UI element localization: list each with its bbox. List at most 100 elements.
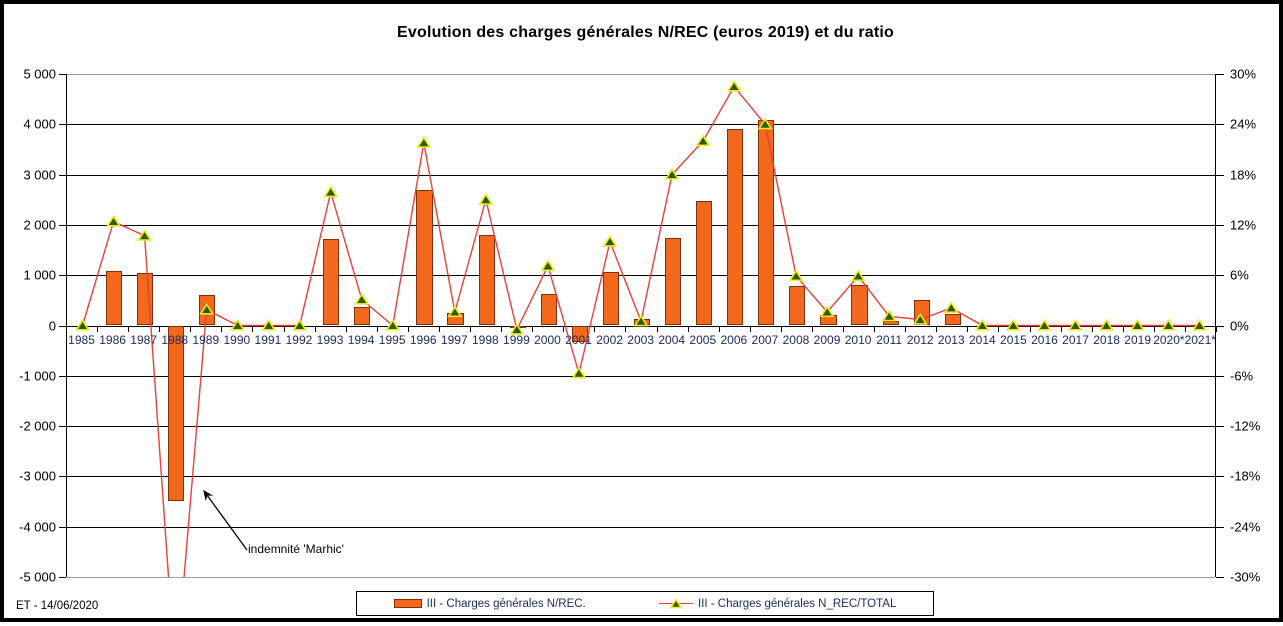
bar	[167, 325, 184, 501]
y-axis-label-right: -6%	[1230, 368, 1254, 384]
x-tick	[1060, 325, 1062, 332]
ratio-marker	[633, 314, 649, 327]
y-axis-label-left: -3 000	[19, 468, 56, 484]
legend-item-bars[interactable]: III - Charges générales N/REC.	[393, 598, 586, 610]
x-axis-label: 2005	[689, 332, 717, 347]
ratio-marker	[509, 322, 525, 335]
y-axis-label-right: -12%	[1230, 418, 1261, 434]
x-axis-label: 2002	[596, 332, 623, 347]
x-tick	[594, 325, 596, 332]
gridline	[67, 526, 1215, 528]
y-axis-label-left: 4 000	[23, 116, 56, 132]
ratio-marker	[230, 318, 246, 331]
ratio-marker	[447, 305, 463, 318]
gridline	[67, 577, 1215, 578]
x-axis-label: 2017	[1062, 332, 1089, 347]
gridline	[67, 74, 1215, 75]
x-axis-label: 2011	[876, 332, 903, 347]
x-axis-label: 1995	[378, 332, 406, 347]
legend-label-line: III - Charges générales N_REC/TOTAL	[698, 597, 897, 610]
bar-swatch-icon	[393, 599, 422, 608]
x-axis-ticks	[66, 325, 1217, 332]
x-tick	[936, 325, 938, 332]
x-axis-label: 1999	[503, 332, 530, 347]
ratio-marker	[1005, 318, 1021, 331]
y-axis-label-right: 12%	[1230, 217, 1257, 233]
ratio-marker	[354, 292, 370, 305]
ratio-marker	[478, 193, 494, 205]
y-axis-label-right: -24%	[1230, 519, 1261, 535]
ratio-marker	[757, 117, 773, 130]
x-tick	[905, 325, 907, 332]
y-tick-left	[59, 375, 66, 377]
y-axis-label-left: 3 000	[23, 167, 56, 183]
y-tick-left	[59, 74, 66, 75]
y-tick-left	[59, 174, 66, 176]
annotation-label: indemnité 'Marhic'	[248, 542, 344, 556]
line-triangle-swatch-icon	[659, 598, 693, 609]
ratio-marker	[1161, 318, 1176, 331]
x-axis-label: 1987	[130, 332, 157, 347]
ratio-marker	[571, 366, 587, 379]
y-axis-label-left: 5 000	[23, 66, 56, 82]
bar-series	[67, 74, 1215, 577]
legend-item-line[interactable]: III - Charges générales N_REC/TOTAL	[659, 598, 896, 610]
x-tick	[1091, 325, 1093, 332]
bar	[789, 285, 806, 326]
y-tick-right	[1216, 577, 1224, 578]
x-tick	[221, 325, 223, 332]
y-tick-right	[1216, 74, 1224, 75]
x-tick	[749, 325, 751, 332]
y-axis-label-left: 2 000	[23, 217, 56, 233]
x-axis-label: 2008	[782, 332, 810, 347]
y-axis-label-right: -18%	[1230, 468, 1261, 484]
ratio-marker	[664, 167, 680, 180]
ratio-marker	[695, 134, 711, 147]
bar	[696, 200, 713, 326]
ratio-marker	[323, 185, 339, 198]
x-axis-label: 2021*	[1184, 332, 1216, 347]
ratio-marker	[881, 309, 897, 322]
x-tick	[998, 325, 1000, 332]
x-axis-label: 2009	[813, 332, 841, 347]
ratio-marker	[199, 302, 215, 315]
x-tick	[314, 325, 316, 332]
y-axis-label-left: -2 000	[19, 418, 56, 434]
x-tick	[407, 325, 409, 332]
bar	[416, 189, 433, 326]
ratio-marker	[819, 305, 835, 318]
y-tick-right	[1216, 426, 1224, 428]
x-axis-label: 2018	[1093, 332, 1120, 347]
ratio-marker	[850, 269, 866, 282]
x-axis-label: 1989	[192, 332, 220, 347]
x-tick	[1216, 325, 1217, 332]
x-axis-label: 2014	[968, 332, 996, 347]
ratio-marker	[106, 214, 121, 227]
x-tick	[438, 325, 440, 332]
x-tick	[532, 325, 534, 332]
y-axis-label-right: -30%	[1230, 569, 1261, 585]
x-axis-label: 2013	[937, 332, 965, 347]
gridline	[67, 224, 1215, 226]
x-axis-label: 2015	[1000, 332, 1027, 347]
x-tick	[656, 325, 658, 332]
x-axis-label: 2020*	[1153, 332, 1185, 347]
y-tick-right	[1216, 275, 1224, 277]
bar	[540, 293, 557, 326]
x-tick	[563, 325, 565, 332]
y-axis-left: 5 000 4 000 3 000 2 000 1 000 0 -1 000 -2 000 -3…	[4, 4, 1283, 626]
x-axis-label: 1992	[285, 332, 313, 347]
x-tick	[66, 325, 67, 332]
y-axis-label-left: 1 000	[23, 267, 56, 283]
x-axis-label: 1998	[471, 332, 499, 347]
x-tick	[1029, 325, 1031, 332]
gridline	[67, 275, 1215, 277]
x-axis-label: 1986	[99, 332, 126, 347]
bar	[665, 238, 682, 326]
x-tick	[843, 325, 845, 332]
x-axis-label: 1994	[347, 332, 375, 347]
x-axis-label: 1985	[68, 332, 95, 347]
y-tick-left	[59, 526, 66, 528]
ratio-marker	[1067, 318, 1083, 331]
x-tick	[811, 325, 813, 332]
